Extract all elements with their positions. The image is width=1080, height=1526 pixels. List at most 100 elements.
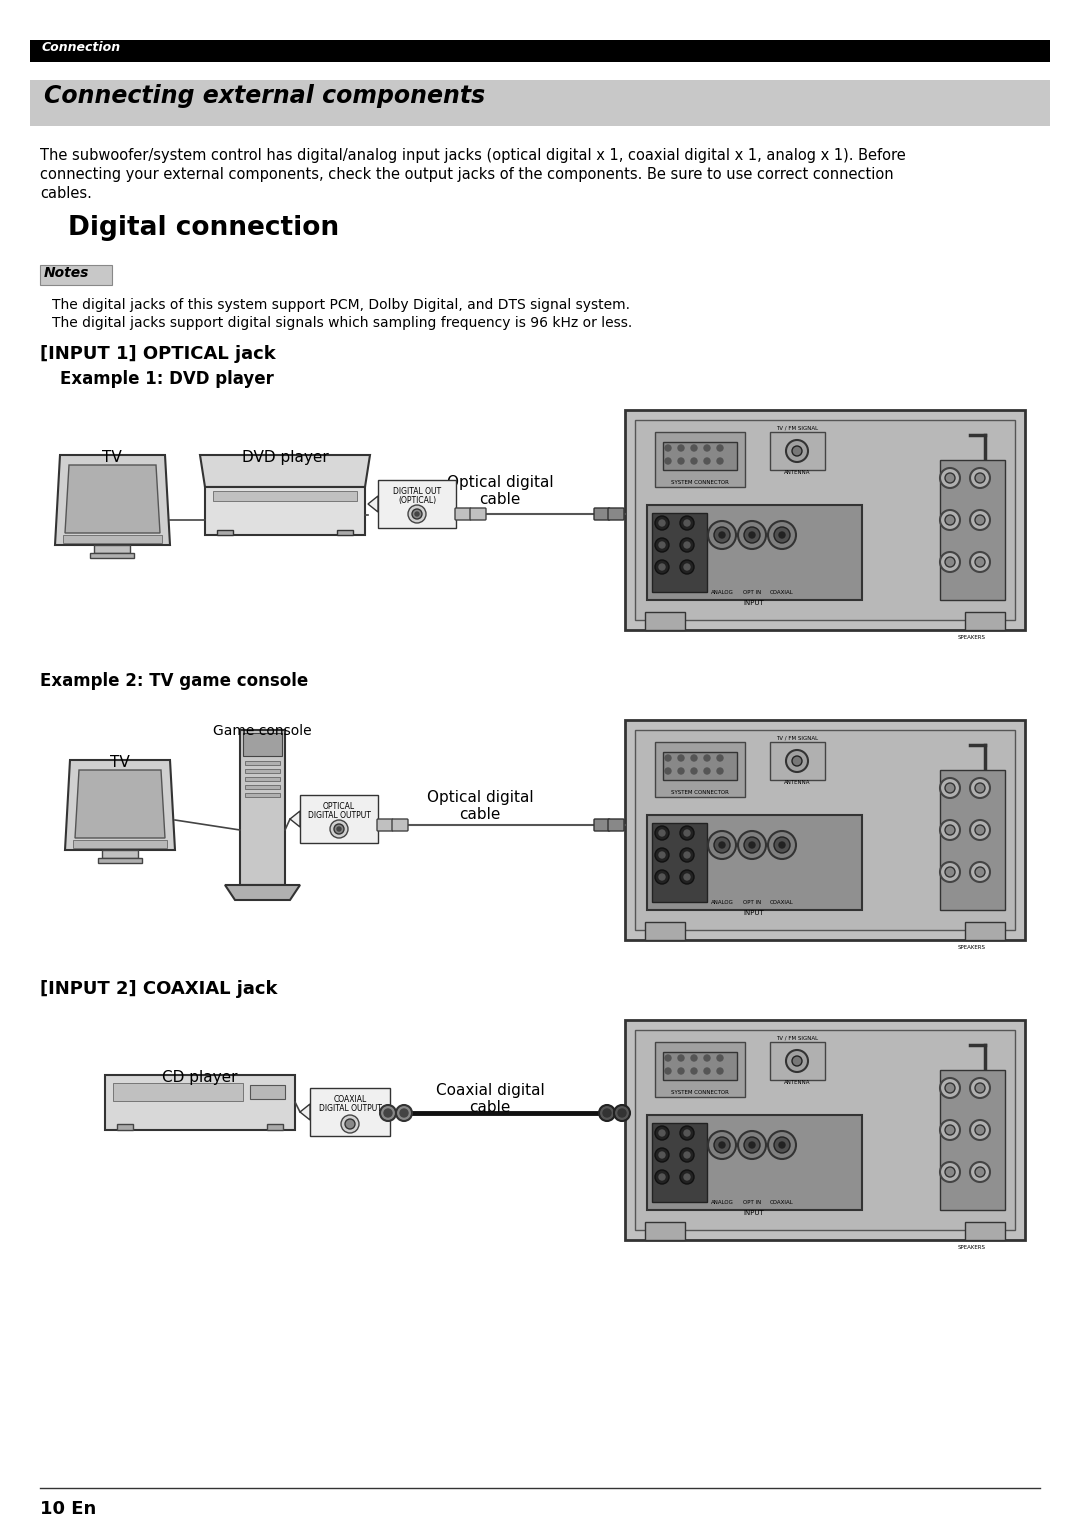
Bar [625,720,1025,940]
Text: The subwoofer/system control has digital/analog input jacks (optical digital x 1: The subwoofer/system control has digital… [40,148,906,163]
Text: DIGITAL OUT: DIGITAL OUT [393,487,441,496]
Circle shape [940,468,960,488]
Text: OPT IN: OPT IN [743,591,761,595]
Text: SYSTEM CONNECTOR: SYSTEM CONNECTOR [671,1090,729,1096]
Circle shape [750,533,755,539]
Text: TV / FM SIGNAL: TV / FM SIGNAL [775,426,818,430]
Text: CD player: CD player [162,1070,238,1085]
Circle shape [665,1068,671,1074]
Circle shape [774,526,789,543]
Circle shape [945,514,955,525]
Bar [40,266,112,285]
Circle shape [717,1054,723,1061]
Bar [310,1088,390,1135]
Text: DIGITAL OUTPUT: DIGITAL OUTPUT [319,1103,381,1112]
Text: TV: TV [110,755,130,771]
Bar [647,505,862,600]
Circle shape [970,862,990,882]
Circle shape [945,1083,955,1093]
Text: (OPTICAL): (OPTICAL) [397,496,436,505]
Bar [337,530,353,536]
Circle shape [940,1161,960,1183]
Circle shape [665,446,671,452]
Circle shape [975,1125,985,1135]
Circle shape [717,768,723,774]
Circle shape [940,552,960,572]
Circle shape [975,783,985,794]
Polygon shape [65,465,160,533]
Text: COAXIAL: COAXIAL [334,1096,366,1103]
Circle shape [970,1077,990,1099]
Bar [966,1222,1005,1241]
Circle shape [945,1167,955,1177]
Text: SYSTEM CONNECTOR: SYSTEM CONNECTOR [671,790,729,795]
Bar [245,777,280,781]
Circle shape [341,1116,359,1132]
Text: connecting your external components, check the output jacks of the components. B: connecting your external components, che… [40,166,893,182]
Text: SYSTEM CONNECTOR: SYSTEM CONNECTOR [671,481,729,485]
Circle shape [940,819,960,839]
FancyBboxPatch shape [608,819,624,832]
Circle shape [714,1137,730,1154]
Circle shape [654,870,669,884]
Circle shape [717,755,723,761]
Circle shape [330,819,348,838]
Text: COAXIAL: COAXIAL [770,1199,794,1206]
Circle shape [786,749,808,772]
Bar [625,410,1025,630]
Circle shape [792,755,802,766]
Bar [652,823,707,902]
Polygon shape [55,455,170,545]
Circle shape [396,1105,411,1122]
Circle shape [680,560,694,574]
Bar [94,545,130,552]
Bar [635,420,1015,620]
Circle shape [714,526,730,543]
Circle shape [970,510,990,530]
Bar [30,40,1050,63]
Bar [654,742,745,797]
Circle shape [337,827,341,832]
FancyBboxPatch shape [608,508,624,520]
Text: Coaxial digital
cable: Coaxial digital cable [435,1083,544,1116]
FancyBboxPatch shape [594,819,610,832]
Text: ANTENNA: ANTENNA [784,470,810,475]
Bar [117,1125,133,1129]
Circle shape [603,1109,611,1117]
Text: DVD player: DVD player [242,450,328,465]
Text: ANALOG: ANALOG [711,591,733,595]
Circle shape [411,510,422,519]
Text: Example 1: DVD player: Example 1: DVD player [60,369,274,388]
Text: [INPUT 1] OPTICAL jack: [INPUT 1] OPTICAL jack [40,345,275,363]
Circle shape [654,1126,669,1140]
Circle shape [408,505,426,523]
Text: ANALOG: ANALOG [711,1199,733,1206]
Bar [645,612,685,630]
Circle shape [970,1120,990,1140]
Circle shape [970,552,990,572]
Circle shape [750,1141,755,1148]
Polygon shape [200,455,370,487]
Polygon shape [65,760,175,850]
Circle shape [704,768,710,774]
Circle shape [680,1170,694,1184]
Text: ANTENNA: ANTENNA [784,1080,810,1085]
FancyBboxPatch shape [377,819,393,832]
Circle shape [768,520,796,549]
Circle shape [792,446,802,456]
Circle shape [654,539,669,552]
Bar [90,552,134,559]
Bar [205,487,365,536]
Circle shape [665,1054,671,1061]
Circle shape [345,1119,355,1129]
Circle shape [704,1068,710,1074]
Bar [30,79,1050,127]
Bar [635,729,1015,929]
Bar [245,769,280,774]
Circle shape [684,1173,690,1180]
Circle shape [768,832,796,859]
Circle shape [678,446,684,452]
Circle shape [717,446,723,452]
Circle shape [684,1129,690,1135]
Bar [940,459,1005,600]
